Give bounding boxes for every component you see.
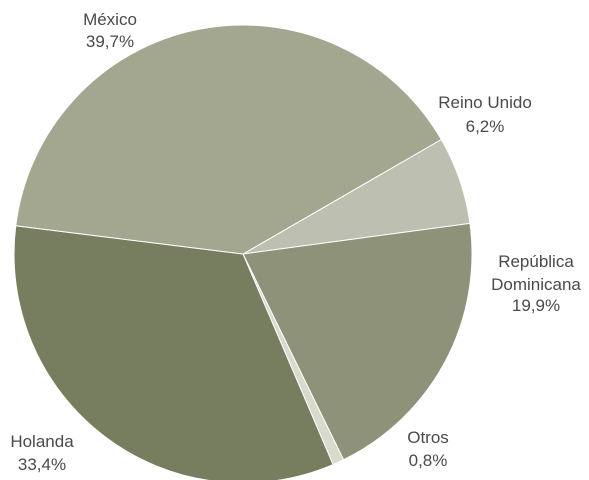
- label-holanda-name: Holanda: [10, 432, 74, 451]
- label-holanda: Holanda 33,4%: [10, 432, 74, 474]
- label-reino-unido: Reino Unido 6,2%: [438, 93, 532, 136]
- label-republica-dominicana-line1: República: [498, 252, 574, 271]
- label-otros: Otros 0,8%: [407, 428, 449, 470]
- label-holanda-value: 33,4%: [18, 455, 66, 474]
- slice-mexico: [15, 24, 443, 255]
- label-republica-dominicana-value: 19,9%: [512, 296, 560, 315]
- label-republica-dominicana-line2: Dominicana: [491, 275, 581, 294]
- slice-holanda: [13, 225, 334, 480]
- label-republica-dominicana: República Dominicana 19,9%: [491, 252, 581, 315]
- slice-republica-dominicana: [242, 222, 473, 461]
- label-otros-value: 0,8%: [409, 451, 448, 470]
- label-otros-name: Otros: [407, 428, 449, 447]
- label-reino-unido-name: Reino Unido: [438, 93, 532, 112]
- pie-slices: [13, 24, 473, 480]
- label-mexico: México 39,7%: [83, 10, 137, 51]
- label-mexico-name: México: [83, 10, 137, 29]
- label-mexico-value: 39,7%: [86, 32, 134, 51]
- label-reino-unido-value: 6,2%: [466, 117, 505, 136]
